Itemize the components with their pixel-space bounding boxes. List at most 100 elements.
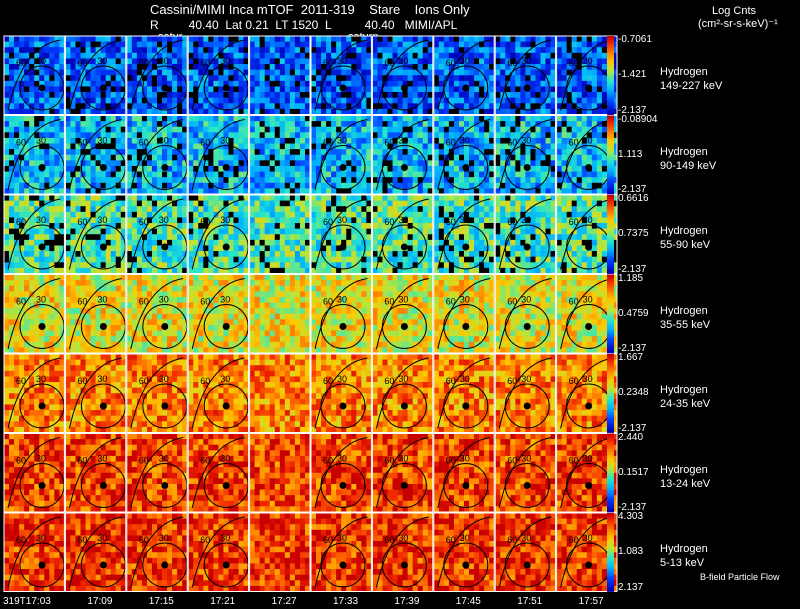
heatmap-cell [54,267,60,274]
heatmap-cell [228,217,234,224]
heatmap-cell [182,228,188,235]
heatmap-cell [120,182,127,189]
heatmap-cell [500,126,506,133]
heatmap-cell [110,245,117,252]
heatmap-cell [274,211,281,218]
heatmap-cell [29,143,35,150]
heatmap-cell [70,165,76,172]
heatmap-cell [489,75,495,82]
heatmap-cell [591,121,598,128]
heatmap-cell [326,149,332,156]
heatmap-cell [115,256,122,263]
heatmap-cell [448,234,455,241]
heatmap-cell [601,171,608,178]
heatmap-cell [304,52,311,59]
heatmap-cell [167,206,173,213]
heatmap-cell [80,108,86,115]
heatmap-cell [356,36,362,42]
heatmap-cell [326,132,332,139]
heatmap-cell [44,256,50,263]
heatmap-cell [304,126,311,133]
heatmap-cell [591,188,598,195]
heatmap-cell [228,92,234,98]
heatmap-cell [351,160,357,167]
heatmap-cell [586,154,593,161]
heatmap-cell [19,177,25,184]
heatmap-cell [561,160,567,167]
heatmap-cell [264,195,271,201]
heatmap-cell [361,132,367,139]
heatmap-cell [443,165,450,172]
heatmap-cell [417,64,424,70]
heatmap-cell [146,177,153,184]
heatmap-cell [249,154,255,161]
heatmap-cell [151,206,158,213]
heatmap-cell [412,234,418,241]
heatmap-cell [120,97,127,104]
heatmap-cell [279,47,286,54]
heatmap-cell [336,69,342,76]
heatmap-cell [49,262,55,269]
heatmap-cell [136,267,143,274]
heatmap-cell [382,132,388,139]
heatmap-cell [540,36,546,42]
heatmap-cell [515,92,521,98]
heatmap-cell [489,160,495,167]
heatmap-cell [495,52,501,59]
heatmap-cell [596,97,603,104]
heatmap-cell [351,86,357,93]
heatmap-cell [505,115,511,122]
heatmap-cell [264,86,271,93]
colorbar-segment [607,77,614,80]
heatmap-cell [427,239,434,246]
heatmap-cell [356,86,362,93]
heatmap-cell [412,97,418,104]
heatmap-cell [70,182,76,189]
heatmap-cell [9,165,15,172]
heatmap-cell [4,69,10,76]
heatmap-cell [500,64,506,70]
heatmap-cell [326,103,332,110]
heatmap-cell [274,86,281,93]
heatmap-cell [372,149,378,156]
heatmap-cell [611,92,618,98]
heatmap-cell [279,165,286,172]
heatmap-cell [198,47,204,54]
heatmap-cell [136,195,143,201]
heatmap-cell [458,75,465,82]
heatmap-cell [34,126,40,133]
heatmap-cell [14,182,20,189]
heatmap-cell [274,143,281,150]
heatmap-cell [427,47,434,54]
heatmap-cell [162,132,168,139]
colorbar-segment [607,45,614,49]
heatmap-cell [417,132,424,139]
heatmap-cell [269,267,276,274]
heatmap-cell [289,195,296,201]
heatmap-cell [377,245,383,252]
heatmap-cell [402,211,408,218]
heatmap-cell [249,137,255,144]
heatmap-cell [243,36,249,42]
heatmap-cell [29,58,35,65]
heatmap-cell [34,80,40,87]
heatmap-cell [545,41,551,48]
heatmap-cell [422,52,429,59]
heatmap-cell [377,211,383,218]
heatmap-cell [274,64,281,70]
heatmap-cell [402,103,408,110]
heatmap-cell [299,64,306,70]
heatmap-cell [115,262,122,269]
heatmap-cell [182,126,188,133]
heatmap-cell [458,126,465,133]
heatmap-cell [279,234,286,241]
heatmap-cell [397,228,403,235]
heatmap-cell [177,92,183,98]
heatmap-cell [510,92,516,98]
heatmap-cell [188,234,194,241]
heatmap-cell [264,103,271,110]
heatmap-cell [131,262,138,269]
heatmap-cell [284,188,291,195]
heatmap-cell [550,115,556,122]
heatmap-cell [382,200,388,207]
